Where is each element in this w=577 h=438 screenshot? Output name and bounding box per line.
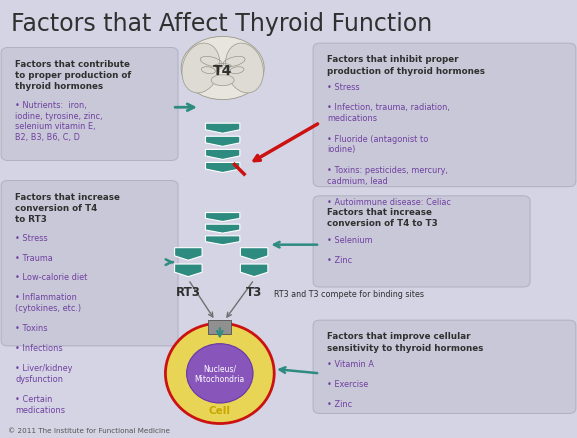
- FancyBboxPatch shape: [313, 44, 576, 187]
- Text: • Zinc: • Zinc: [327, 255, 353, 264]
- FancyBboxPatch shape: [1, 181, 178, 346]
- Text: T3: T3: [246, 285, 263, 298]
- Ellipse shape: [226, 44, 264, 94]
- Polygon shape: [205, 213, 240, 222]
- Text: • Toxins: • Toxins: [16, 324, 48, 333]
- Text: Factors that contribute
to proper production of
thyroid hormones: Factors that contribute to proper produc…: [16, 60, 132, 91]
- Text: • Vitamin A: • Vitamin A: [327, 360, 374, 369]
- Text: Nucleus/
Mitochondria: Nucleus/ Mitochondria: [194, 364, 245, 384]
- Polygon shape: [241, 265, 268, 277]
- Ellipse shape: [186, 344, 253, 403]
- Polygon shape: [205, 225, 240, 233]
- Text: • Infections: • Infections: [16, 343, 63, 352]
- Text: • Selenium: • Selenium: [327, 236, 373, 244]
- Text: Factors that inhibit proper
production of thyroid hormones: Factors that inhibit proper production o…: [327, 55, 485, 75]
- Polygon shape: [175, 248, 202, 261]
- Text: Factors that Affect Thyroid Function: Factors that Affect Thyroid Function: [11, 12, 432, 36]
- Text: • Low-calorie diet: • Low-calorie diet: [16, 272, 88, 282]
- Ellipse shape: [182, 44, 220, 94]
- Polygon shape: [205, 137, 240, 147]
- Text: RT3 and T3 compete for binding sites: RT3 and T3 compete for binding sites: [274, 290, 424, 298]
- Text: Cell: Cell: [209, 405, 231, 415]
- Text: T4: T4: [213, 64, 233, 78]
- Text: Factors that increase
conversion of T4
to RT3: Factors that increase conversion of T4 t…: [16, 192, 121, 223]
- Text: • Nutrients:  iron,
iodine, tyrosine, zinc,
selenium vitamin E,
B2, B3, B6, C, D: • Nutrients: iron, iodine, tyrosine, zin…: [16, 101, 103, 142]
- Polygon shape: [205, 124, 240, 134]
- Text: • Stress: • Stress: [16, 233, 48, 242]
- Polygon shape: [205, 163, 240, 173]
- Polygon shape: [241, 248, 268, 261]
- Text: • Infection, trauma, radiation,
medications: • Infection, trauma, radiation, medicati…: [327, 103, 451, 123]
- Text: • Exercise: • Exercise: [327, 379, 369, 389]
- FancyBboxPatch shape: [1, 48, 178, 161]
- Text: • Fluoride (antagonist to
iodine): • Fluoride (antagonist to iodine): [327, 134, 429, 154]
- Text: Factors that increase
conversion of T4 to T3: Factors that increase conversion of T4 t…: [327, 208, 438, 228]
- Text: • Toxins: pesticides, mercury,
cadmium, lead: • Toxins: pesticides, mercury, cadmium, …: [327, 166, 448, 186]
- Ellipse shape: [211, 76, 234, 86]
- Polygon shape: [175, 265, 202, 277]
- Text: • Zinc: • Zinc: [327, 399, 353, 408]
- Text: • Liver/kidney
dysfunction: • Liver/kidney dysfunction: [16, 363, 73, 383]
- FancyBboxPatch shape: [313, 321, 576, 413]
- Text: RT3: RT3: [176, 285, 201, 298]
- FancyBboxPatch shape: [208, 320, 231, 334]
- Ellipse shape: [166, 323, 274, 424]
- Polygon shape: [205, 236, 240, 245]
- Text: • Stress: • Stress: [327, 83, 360, 92]
- Text: • Trauma: • Trauma: [16, 253, 53, 262]
- Text: • Inflammation
(cytokines, etc.): • Inflammation (cytokines, etc.): [16, 292, 81, 312]
- Polygon shape: [205, 150, 240, 160]
- Text: • Autoimmune disease: Celiac: • Autoimmune disease: Celiac: [327, 198, 451, 206]
- Text: • Certain
medications: • Certain medications: [16, 395, 65, 414]
- Text: Factors that improve cellular
sensitivity to thyroid hormones: Factors that improve cellular sensitivit…: [327, 332, 484, 352]
- FancyBboxPatch shape: [313, 196, 530, 287]
- Text: © 2011 The Institute for Functional Medicine: © 2011 The Institute for Functional Medi…: [8, 427, 170, 433]
- Ellipse shape: [181, 37, 264, 100]
